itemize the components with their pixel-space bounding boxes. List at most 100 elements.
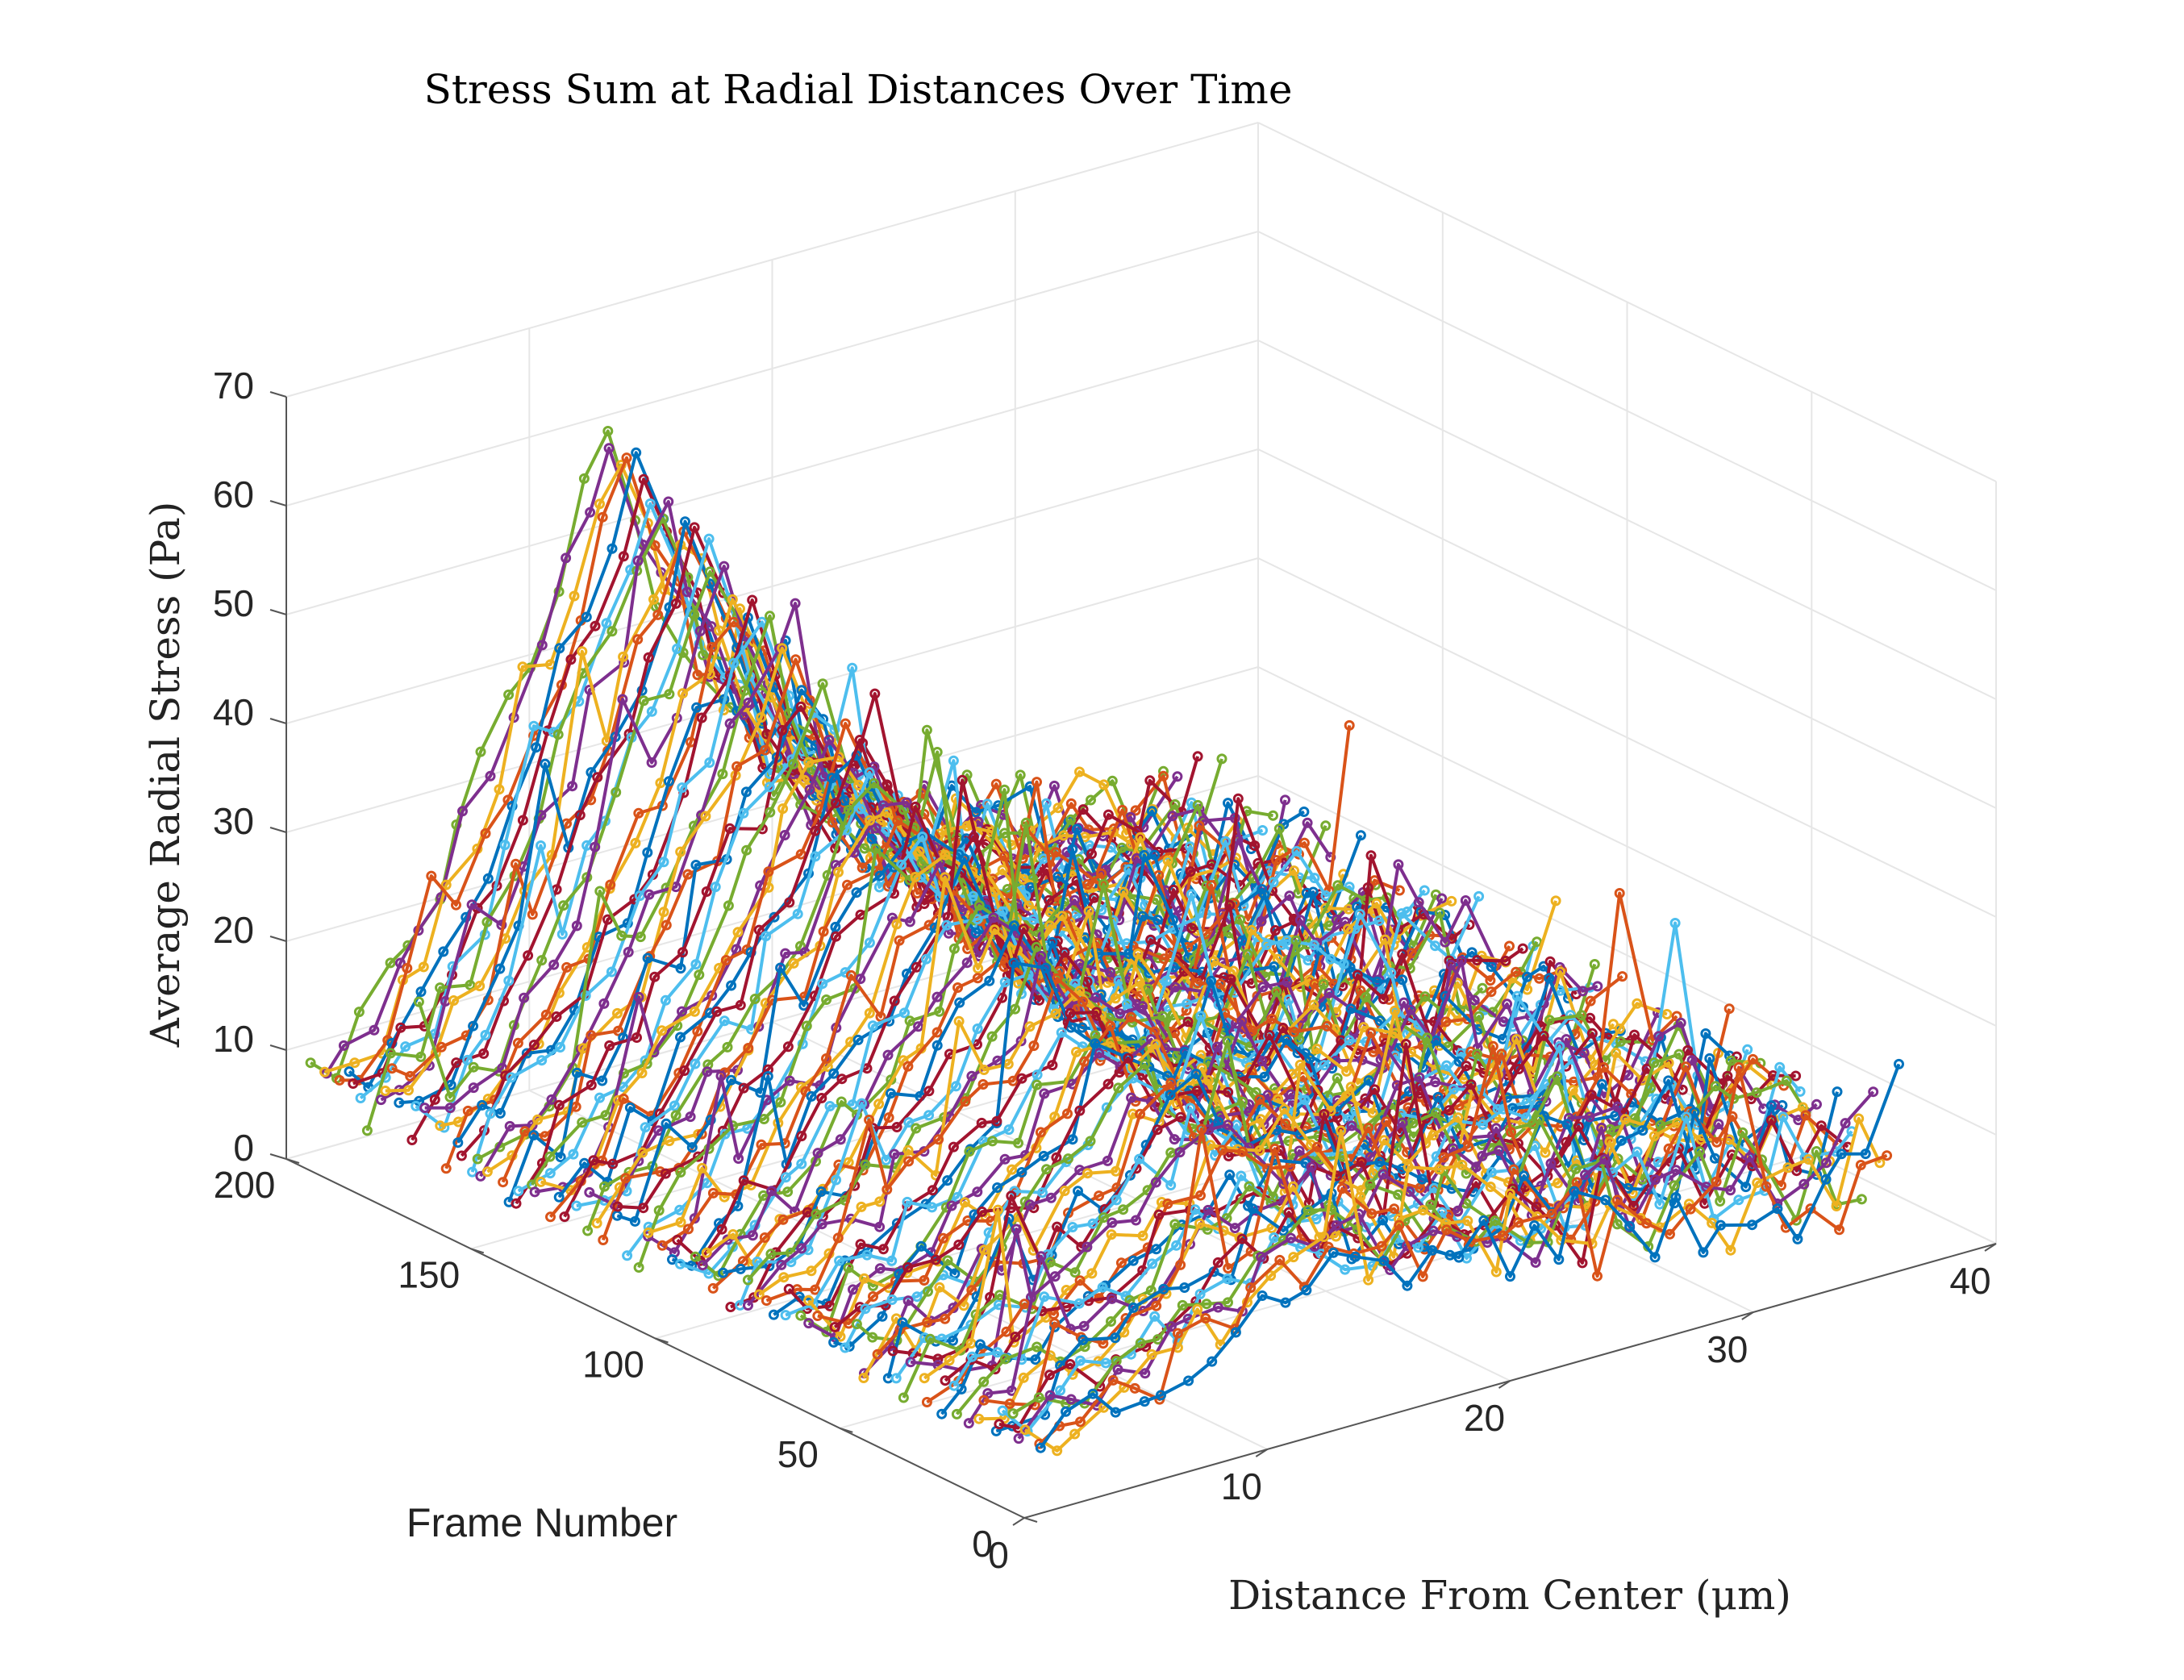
data-point bbox=[1611, 1219, 1623, 1230]
data-point bbox=[1283, 1136, 1294, 1147]
data-point bbox=[1586, 1090, 1597, 1100]
data-point bbox=[1167, 915, 1178, 926]
data-point bbox=[1065, 798, 1077, 809]
data-point bbox=[1340, 1264, 1351, 1275]
data-point bbox=[1107, 1374, 1119, 1386]
data-point bbox=[1123, 1053, 1134, 1064]
data-point bbox=[1151, 1244, 1162, 1255]
data-point bbox=[828, 1068, 840, 1079]
data-point bbox=[1365, 1179, 1376, 1190]
data-point bbox=[795, 1310, 806, 1321]
data-point bbox=[1032, 1341, 1043, 1353]
data-point bbox=[1358, 1022, 1369, 1033]
data-point bbox=[827, 817, 838, 828]
data-point bbox=[1502, 998, 1513, 1010]
z-tick-label: 30 bbox=[213, 800, 254, 842]
data-point bbox=[1792, 1233, 1803, 1244]
data-point bbox=[1694, 1146, 1705, 1157]
data-point bbox=[903, 1156, 915, 1167]
data-point bbox=[653, 1205, 665, 1216]
data-point bbox=[1472, 955, 1482, 966]
data-point bbox=[1245, 1282, 1257, 1294]
data-point bbox=[1273, 1094, 1284, 1105]
data-point bbox=[440, 1163, 452, 1174]
data-point bbox=[1553, 1201, 1565, 1211]
data-point bbox=[859, 1273, 870, 1284]
data-point bbox=[965, 1338, 977, 1349]
data-point bbox=[1224, 1169, 1236, 1181]
data-point bbox=[624, 1102, 636, 1113]
data-point bbox=[1592, 1270, 1603, 1282]
data-point bbox=[348, 1078, 359, 1089]
data-point bbox=[1710, 1081, 1721, 1092]
data-point bbox=[1246, 924, 1257, 936]
data-point bbox=[743, 1300, 753, 1311]
data-point bbox=[1205, 1140, 1216, 1151]
data-point bbox=[950, 1081, 961, 1092]
data-point bbox=[1318, 978, 1329, 990]
data-point bbox=[1105, 967, 1116, 978]
data-point bbox=[1453, 1205, 1464, 1216]
data-point bbox=[1361, 991, 1372, 1003]
data-point bbox=[1352, 969, 1363, 981]
data-point bbox=[919, 1373, 930, 1384]
data-point bbox=[717, 769, 728, 780]
data-point bbox=[1265, 1270, 1277, 1282]
data-point bbox=[1006, 1190, 1017, 1202]
data-point bbox=[812, 1148, 823, 1159]
data-point bbox=[468, 1082, 479, 1094]
data-point bbox=[966, 1351, 977, 1362]
data-point bbox=[763, 1064, 773, 1075]
data-point bbox=[1052, 1221, 1063, 1232]
data-point bbox=[629, 1215, 640, 1227]
data-point bbox=[778, 1272, 790, 1283]
data-point bbox=[582, 1225, 594, 1236]
data-point bbox=[621, 452, 632, 464]
data-point bbox=[836, 1096, 847, 1107]
data-point bbox=[642, 953, 653, 964]
data-point bbox=[994, 1419, 1005, 1430]
data-point bbox=[1098, 878, 1109, 890]
series-line bbox=[1038, 1065, 1888, 1445]
data-point bbox=[1323, 987, 1335, 998]
data-point bbox=[474, 981, 486, 991]
side-wall-grid-line bbox=[1257, 448, 1997, 809]
data-point bbox=[922, 1317, 933, 1328]
data-point bbox=[1192, 978, 1203, 989]
data-point bbox=[1325, 953, 1336, 965]
z-tick-mark bbox=[269, 500, 287, 507]
data-point bbox=[1366, 1208, 1378, 1219]
data-point bbox=[1202, 1204, 1214, 1215]
data-point bbox=[1220, 836, 1232, 847]
data-point bbox=[775, 1097, 786, 1108]
data-point bbox=[1497, 1230, 1508, 1241]
data-point bbox=[690, 860, 702, 870]
data-point bbox=[858, 1373, 869, 1383]
data-point bbox=[1047, 1060, 1058, 1071]
data-point bbox=[917, 832, 928, 842]
data-point bbox=[485, 770, 496, 782]
data-point bbox=[1001, 1326, 1012, 1337]
data-point bbox=[890, 1373, 902, 1384]
data-point bbox=[696, 712, 707, 723]
data-point bbox=[731, 761, 743, 772]
data-point bbox=[1486, 1166, 1497, 1178]
data-point bbox=[1781, 1075, 1792, 1086]
data-point bbox=[1725, 1244, 1736, 1256]
data-point bbox=[1256, 1251, 1267, 1262]
data-point bbox=[584, 1186, 595, 1198]
data-point bbox=[740, 786, 752, 798]
data-point bbox=[622, 1250, 633, 1261]
data-point bbox=[1036, 950, 1047, 961]
data-point bbox=[1294, 1034, 1305, 1045]
data-point bbox=[901, 797, 912, 808]
data-point bbox=[738, 807, 749, 819]
data-point bbox=[860, 1159, 871, 1170]
data-point bbox=[544, 1151, 556, 1162]
data-point bbox=[703, 533, 715, 544]
y-axis-label: Frame Number bbox=[406, 1500, 677, 1545]
data-point bbox=[661, 1118, 672, 1129]
data-point bbox=[1033, 1392, 1044, 1403]
data-point bbox=[924, 1333, 936, 1344]
data-point bbox=[1319, 1232, 1330, 1242]
